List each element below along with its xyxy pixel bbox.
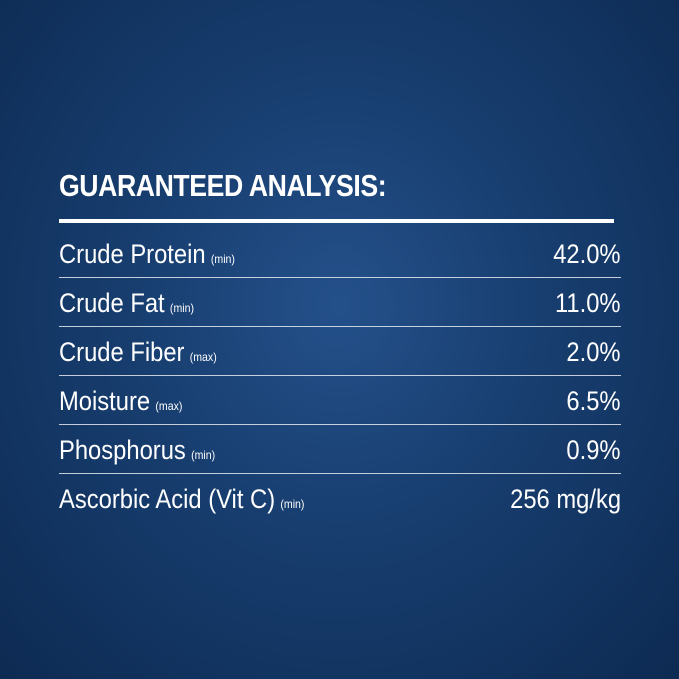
analysis-row: Crude Fiber (max) 2.0% [59,327,621,376]
nutrient-value: 256 mg/kg [510,484,621,514]
nutrient-label: Crude Protein (min) [59,239,235,270]
analysis-row: Phosphorus (min) 0.9% [59,425,621,474]
nutrient-name: Moisture [59,386,151,416]
analysis-row: Crude Fat (min) 11.0% [59,278,621,327]
nutrient-name: Crude Fat [59,288,165,318]
nutrient-value: 6.5% [566,386,621,416]
nutrient-value: 0.9% [566,435,621,465]
analysis-table: Crude Protein (min) 42.0% Crude Fat (min) 11.… [59,229,621,522]
nutrient-label: Crude Fiber (max) [59,337,217,368]
qualifier: (max) [189,350,217,364]
qualifier: (min) [280,497,305,511]
nutrient-label: Moisture (max) [59,386,182,417]
qualifier: (min) [169,301,194,315]
divider [59,219,614,223]
qualifier: (min) [210,252,235,266]
qualifier: (min) [191,448,216,462]
analysis-row: Crude Protein (min) 42.0% [59,229,621,278]
analysis-row: Moisture (max) 6.5% [59,376,621,425]
nutrient-name: Ascorbic Acid (Vit C) [59,484,276,514]
nutrient-name: Crude Fiber [59,337,185,367]
nutrient-value: 2.0% [566,337,621,367]
nutrient-label: Crude Fat (min) [59,288,194,319]
nutrient-value: 42.0% [553,239,621,269]
qualifier: (max) [155,399,183,413]
nutrient-name: Phosphorus [59,435,186,465]
nutrient-name: Crude Protein [59,239,206,269]
nutrient-value: 11.0% [555,288,621,318]
analysis-row: Ascorbic Acid (Vit C) (min) 256 mg/kg [59,474,621,522]
nutrient-label: Phosphorus (min) [59,435,215,466]
title: GUARANTEED ANALYSIS: [59,168,387,203]
nutrient-label: Ascorbic Acid (Vit C) (min) [59,484,304,515]
